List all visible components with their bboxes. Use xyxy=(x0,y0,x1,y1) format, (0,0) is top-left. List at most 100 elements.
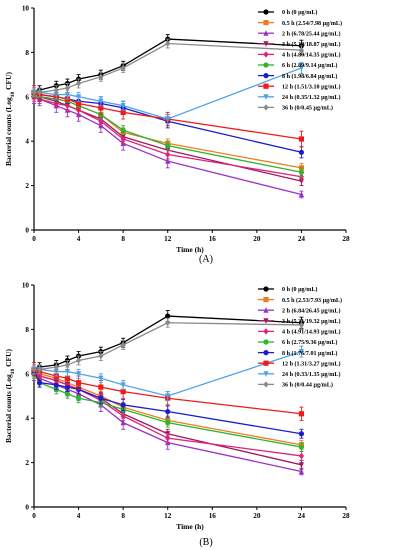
x-tick-label: 24 xyxy=(298,235,306,243)
data-point xyxy=(64,375,71,381)
legend-item: 24 h (0.35/1.32 μg/mL) xyxy=(258,94,340,101)
legend-label: 2 h (6.78/25.44 μg/mL) xyxy=(282,30,340,37)
x-tick-label: 0 xyxy=(32,235,36,243)
data-point xyxy=(75,94,82,100)
data-point xyxy=(120,382,126,388)
data-point xyxy=(298,411,305,417)
data-point xyxy=(36,380,43,386)
legend-marker xyxy=(263,94,269,100)
x-tick-label: 20 xyxy=(253,512,261,520)
x-tick-label: 12 xyxy=(164,235,172,243)
series-36-h-0-0-45-g-ml xyxy=(31,38,305,98)
x-tick-label: 20 xyxy=(253,235,261,243)
legend-marker xyxy=(263,62,269,68)
legend-marker xyxy=(263,360,269,366)
y-axis-title-part: CFU) xyxy=(4,71,13,91)
x-tick-label: 16 xyxy=(209,512,217,520)
data-point xyxy=(98,395,104,401)
legend-label: 36 h (0/0.44 μg/mL) xyxy=(282,382,333,389)
data-point xyxy=(298,462,305,468)
legend-item: 0 h (0 μg/mL) xyxy=(258,286,317,293)
legend-item: 0.5 h (2.54/7.98 μg/mL) xyxy=(258,20,342,27)
legend-item: 3 h (5.21/19.32 μg/mL) xyxy=(258,318,340,325)
data-point xyxy=(98,73,104,81)
data-point xyxy=(298,431,305,437)
data-point xyxy=(120,341,126,349)
data-point xyxy=(165,313,171,319)
x-tick-label: 4 xyxy=(77,235,81,243)
data-point xyxy=(75,395,82,401)
data-point xyxy=(298,444,305,450)
data-point xyxy=(98,375,104,382)
data-point xyxy=(298,136,305,142)
data-point xyxy=(298,468,305,475)
data-point xyxy=(298,149,305,155)
legend-item: 0.5 h (2.53/7.93 μg/mL) xyxy=(258,297,342,304)
data-point xyxy=(98,98,104,105)
legend-item: 6 h (2.75/9.36 μg/mL) xyxy=(258,339,337,346)
y-axis-title-subscript: 10 xyxy=(10,92,16,98)
legend-item: 8 h (1.76/7.01 μg/mL) xyxy=(258,350,337,357)
legend-item: 6 h (2.89/9.14 μg/mL) xyxy=(258,62,337,69)
legend-item: 36 h (0/0.44 μg/mL) xyxy=(258,381,333,389)
data-point xyxy=(64,91,71,98)
legend-label: 6 h (2.75/9.36 μg/mL) xyxy=(282,339,337,346)
legend-item: 0 h (0 μg/mL) xyxy=(258,9,317,16)
y-tick-label: 0 xyxy=(25,504,29,512)
legend-item: 12 h (1.31/3.27 μg/mL) xyxy=(258,360,340,367)
y-axis-title-subscript: 10 xyxy=(10,369,16,375)
x-tick-label: 24 xyxy=(298,512,306,520)
data-point xyxy=(165,158,171,164)
data-point xyxy=(64,384,71,390)
data-point xyxy=(298,169,305,175)
data-point xyxy=(120,64,126,72)
data-point xyxy=(53,382,59,388)
legend-label: 0.5 h (2.53/7.93 μg/mL) xyxy=(282,297,342,304)
data-point xyxy=(120,412,126,420)
legend-label: 4 h (4.80/14.35 μg/mL) xyxy=(282,52,340,59)
legend-label: 6 h (2.89/9.14 μg/mL) xyxy=(282,62,337,69)
x-tick-label: 28 xyxy=(342,512,350,520)
legend-label: 8 h (1.98/6.84 μg/mL) xyxy=(282,73,337,80)
data-point xyxy=(165,40,171,47)
legend-label: 24 h (0.33/1.35 μg/mL) xyxy=(282,371,340,378)
legend-marker xyxy=(263,307,269,313)
data-point xyxy=(75,357,82,364)
data-point xyxy=(31,366,37,373)
legend-label: 2 h (6.84/26.45 μg/mL) xyxy=(282,307,340,314)
y-tick-label: 10 xyxy=(22,5,30,13)
panel-label: (B) xyxy=(199,537,212,548)
data-point xyxy=(64,84,71,92)
legend-label: 3 h (5.10/18.87 μg/mL) xyxy=(282,41,340,48)
legend-marker xyxy=(263,20,269,26)
x-axis-title: Time (h) xyxy=(176,522,204,531)
data-point xyxy=(120,109,126,115)
data-point xyxy=(120,419,126,426)
y-tick-label: 4 xyxy=(25,138,29,146)
panel-label: (A) xyxy=(199,254,213,265)
legend-marker xyxy=(263,51,269,58)
data-point xyxy=(298,65,305,72)
x-tick-label: 4 xyxy=(77,512,81,520)
series-line xyxy=(34,42,302,94)
data-point xyxy=(98,105,104,111)
legend-item: 36 h (0/0.45 μg/mL) xyxy=(258,104,333,112)
legend-item: 24 h (0.33/1.35 μg/mL) xyxy=(258,371,340,378)
legend-marker xyxy=(263,297,269,303)
data-point xyxy=(75,380,82,386)
data-point xyxy=(36,366,43,373)
legend-item: 3 h (5.10/18.87 μg/mL) xyxy=(258,41,340,48)
legend-label: 8 h (1.76/7.01 μg/mL) xyxy=(282,350,337,357)
y-tick-label: 10 xyxy=(22,282,30,290)
data-point xyxy=(298,191,305,198)
x-tick-label: 16 xyxy=(209,235,217,243)
legend-marker xyxy=(263,381,269,388)
data-point xyxy=(165,420,171,426)
legend-label: 3 h (5.21/19.32 μg/mL) xyxy=(282,318,340,325)
data-point xyxy=(64,391,71,397)
data-point xyxy=(120,388,126,395)
legend-label: 0.5 h (2.54/7.98 μg/mL) xyxy=(282,20,342,27)
legend-marker xyxy=(263,9,269,15)
y-tick-label: 2 xyxy=(25,182,29,190)
